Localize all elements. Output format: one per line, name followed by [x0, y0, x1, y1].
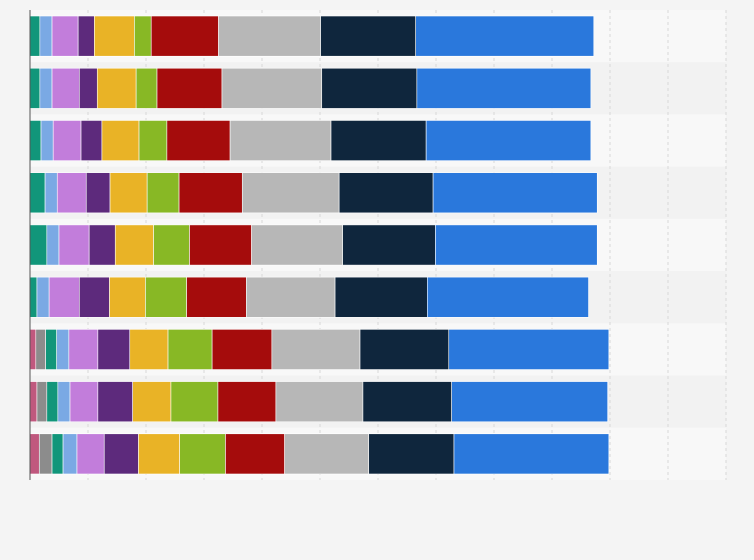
bar-segment: [135, 67, 158, 109]
bar-segment: [109, 172, 148, 214]
bar-segment: [80, 120, 103, 161]
bar-segment: [97, 329, 131, 370]
bar-segment: [221, 67, 323, 109]
bar-segment: [284, 433, 370, 475]
bar-segment: [435, 224, 598, 266]
bar-segment: [246, 276, 336, 318]
bar-segment: [35, 329, 46, 370]
bar-segment: [448, 329, 610, 370]
bar-segment: [225, 433, 285, 475]
bar-segment: [146, 172, 180, 214]
bar-segment: [218, 15, 321, 57]
bar-segment: [129, 329, 169, 370]
bar-segment: [334, 276, 428, 318]
bar-segment: [29, 15, 41, 57]
bar-segment: [36, 381, 48, 423]
bar-segment: [426, 276, 589, 318]
bar-segment: [338, 172, 434, 214]
bar-segment: [416, 67, 592, 109]
bar-segment: [432, 172, 598, 214]
bar-segment: [29, 67, 41, 109]
bar-segment: [368, 433, 455, 475]
bar-segment: [425, 120, 592, 161]
bar-segment: [57, 381, 71, 423]
bar-segment: [58, 224, 90, 266]
bar-segment: [134, 15, 152, 57]
bar-segment: [51, 15, 79, 57]
bar-segment: [56, 329, 70, 370]
bar-segment: [178, 172, 243, 214]
bar-segment: [29, 224, 48, 266]
bar-segment: [69, 381, 99, 423]
bar-segment: [29, 120, 42, 161]
bar-segment: [186, 276, 247, 318]
bar-segment: [109, 276, 146, 318]
bar-segment: [150, 15, 219, 57]
bar-segment: [103, 433, 139, 475]
bar-segment: [189, 224, 252, 266]
bar-segment: [320, 15, 416, 57]
bar-segment: [156, 67, 223, 109]
bar-segment: [76, 433, 105, 475]
bar-segment: [415, 15, 595, 57]
bar-segment: [29, 433, 40, 475]
bar-segment: [29, 276, 38, 318]
bar-segment: [94, 15, 135, 57]
bar-segment: [77, 15, 95, 57]
bar-segment: [179, 433, 226, 475]
bar-segment: [88, 224, 116, 266]
bar-segment: [453, 433, 610, 475]
bar-segment: [85, 172, 111, 214]
bar-segment: [167, 329, 213, 370]
bar-segment: [138, 433, 180, 475]
bar-segment: [229, 120, 332, 161]
bar-segment: [46, 224, 60, 266]
bar-segment: [132, 381, 172, 423]
bar-segment: [39, 15, 53, 57]
bar-segment: [40, 120, 54, 161]
bar-segment: [342, 224, 436, 266]
bar-segment: [138, 120, 168, 161]
bar-segment: [46, 381, 59, 423]
bar-segment: [145, 276, 187, 318]
bar-segment: [39, 67, 53, 109]
bar-segment: [362, 381, 452, 423]
bar-segment: [271, 329, 361, 370]
bar-segment: [96, 67, 137, 109]
bar-segment: [321, 67, 418, 109]
bar-segment: [45, 329, 57, 370]
bar-segment: [79, 276, 110, 318]
bar-segment: [97, 381, 133, 423]
bar-segment: [275, 381, 364, 423]
bar-segment: [38, 433, 53, 475]
bar-segment: [52, 120, 82, 161]
bar-segment: [114, 224, 154, 266]
bar-segment: [62, 433, 78, 475]
bar-segment: [36, 276, 50, 318]
bar-segment: [68, 329, 99, 370]
bar-segment: [153, 224, 190, 266]
bar-segment: [56, 172, 87, 214]
bar-segment: [44, 172, 58, 214]
bar-segment: [51, 433, 64, 475]
bar-segment: [359, 329, 450, 370]
bar-segment: [29, 381, 38, 423]
bar-segment: [211, 329, 273, 370]
bar-segment: [51, 67, 80, 109]
bar-segment: [79, 67, 98, 109]
bar-segment: [251, 224, 343, 266]
bar-segment: [48, 276, 80, 318]
bar-segment: [330, 120, 427, 161]
bar-segment: [29, 329, 37, 370]
bar-segment: [170, 381, 219, 423]
bar-segment: [29, 172, 46, 214]
bar-segment: [101, 120, 140, 161]
bar-segment: [451, 381, 608, 423]
bar-segment: [166, 120, 231, 161]
bar-segment: [217, 381, 277, 423]
bar-segment: [241, 172, 340, 214]
